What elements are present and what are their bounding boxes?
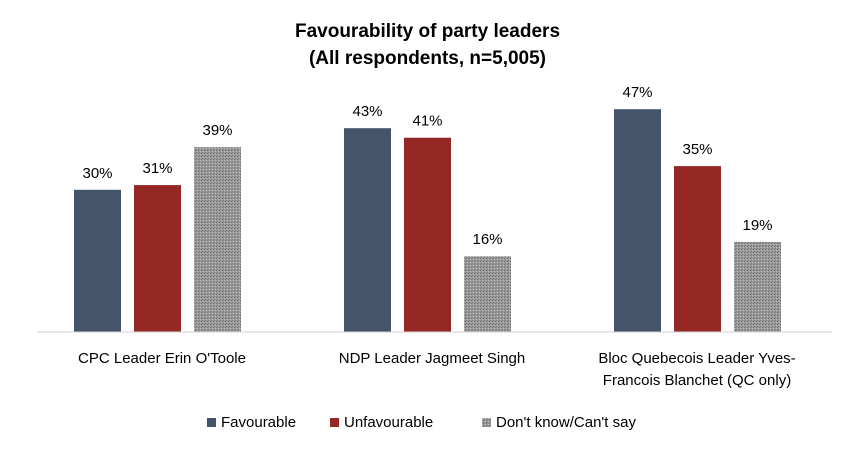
bar-don-t-know-can-t-say-2 bbox=[734, 241, 781, 332]
bar-favourable-2 bbox=[614, 109, 661, 332]
category-labels: CPC Leader Erin O'Toole NDP Leader Jagmee… bbox=[78, 350, 796, 389]
legend: Favourable Unfavourable Don't know/Can't s… bbox=[207, 414, 636, 431]
legend-swatch bbox=[330, 418, 339, 427]
bar-unfavourable-0 bbox=[134, 185, 181, 332]
data-label: 39% bbox=[202, 122, 232, 139]
bar-unfavourable-1 bbox=[404, 137, 451, 332]
category-label: Francois Blanchet (QC only) bbox=[603, 372, 791, 389]
data-label: 41% bbox=[412, 113, 442, 130]
data-label: 35% bbox=[682, 141, 712, 158]
data-label: 47% bbox=[622, 84, 652, 101]
bar-group: 30% 43% 47% 31% 41% 35% 39% 16% 19% bbox=[74, 84, 781, 332]
legend-label: Favourable bbox=[221, 414, 296, 431]
legend-swatch bbox=[482, 418, 491, 427]
bar-don-t-know-can-t-say-0 bbox=[194, 147, 241, 332]
legend-swatch bbox=[207, 418, 216, 427]
data-label: 16% bbox=[472, 231, 502, 248]
data-label: 19% bbox=[742, 217, 772, 234]
bar-unfavourable-2 bbox=[674, 166, 721, 332]
category-label: Bloc Quebecois Leader Yves- bbox=[598, 350, 795, 367]
data-label: 30% bbox=[82, 165, 112, 182]
bar-don-t-know-can-t-say-1 bbox=[464, 256, 511, 332]
bar-favourable-1 bbox=[344, 128, 391, 332]
data-label: 31% bbox=[142, 160, 172, 177]
legend-label: Unfavourable bbox=[344, 414, 433, 431]
bar-favourable-0 bbox=[74, 189, 121, 332]
chart-title: Favourability of party leaders bbox=[295, 21, 560, 42]
category-label: NDP Leader Jagmeet Singh bbox=[339, 350, 526, 367]
legend-label: Don't know/Can't say bbox=[496, 414, 636, 431]
data-label: 43% bbox=[352, 103, 382, 120]
category-label: CPC Leader Erin O'Toole bbox=[78, 350, 246, 367]
chart-subtitle: (All respondents, n=5,005) bbox=[309, 48, 546, 69]
